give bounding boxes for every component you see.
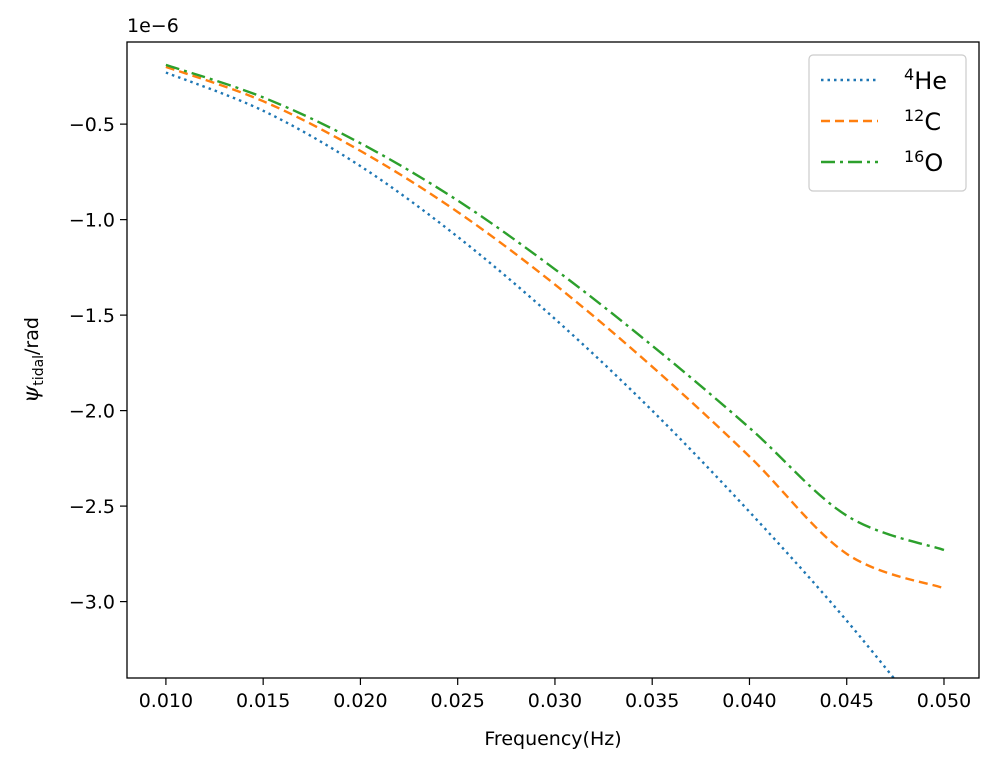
x-tick-label: 0.050 [917,690,971,712]
y-tick-label: −3.0 [69,592,115,614]
y-tick-label: −1.0 [69,210,115,232]
y-axis-label-main: ψ [19,385,44,403]
y-axis-label: ψtidal/rad [19,317,47,403]
y-offset-text: 1e−6 [127,15,179,37]
x-tick-label: 0.045 [820,690,874,712]
y-axis-label-sub: tidal [31,355,47,386]
x-tick-label: 0.010 [139,690,193,712]
x-tick-label: 0.035 [625,690,679,712]
series-line-c [165,65,945,590]
legend-label: 12C [904,106,941,136]
y-axis-label-rest: /rad [21,317,43,355]
y-tick-label: −1.5 [69,305,115,327]
series-line-o [165,63,945,552]
y-tick-label: −2.0 [69,401,115,423]
legend-label: 4He [904,65,947,95]
x-axis-label: Frequency(Hz) [484,728,621,750]
x-tick-label: 0.030 [528,690,582,712]
plot-frame [126,41,980,679]
x-tick-label: 0.025 [430,690,484,712]
legend-label: 16O [904,147,943,177]
x-tick-label: 0.020 [333,690,387,712]
x-tick-label: 0.040 [722,690,776,712]
legend: 4He 12C 16O [808,54,967,192]
y-tick-label: −2.5 [69,496,115,518]
y-tick-label: −0.5 [69,114,115,136]
legend-box [808,54,967,192]
x-tick-label: 0.015 [236,690,290,712]
